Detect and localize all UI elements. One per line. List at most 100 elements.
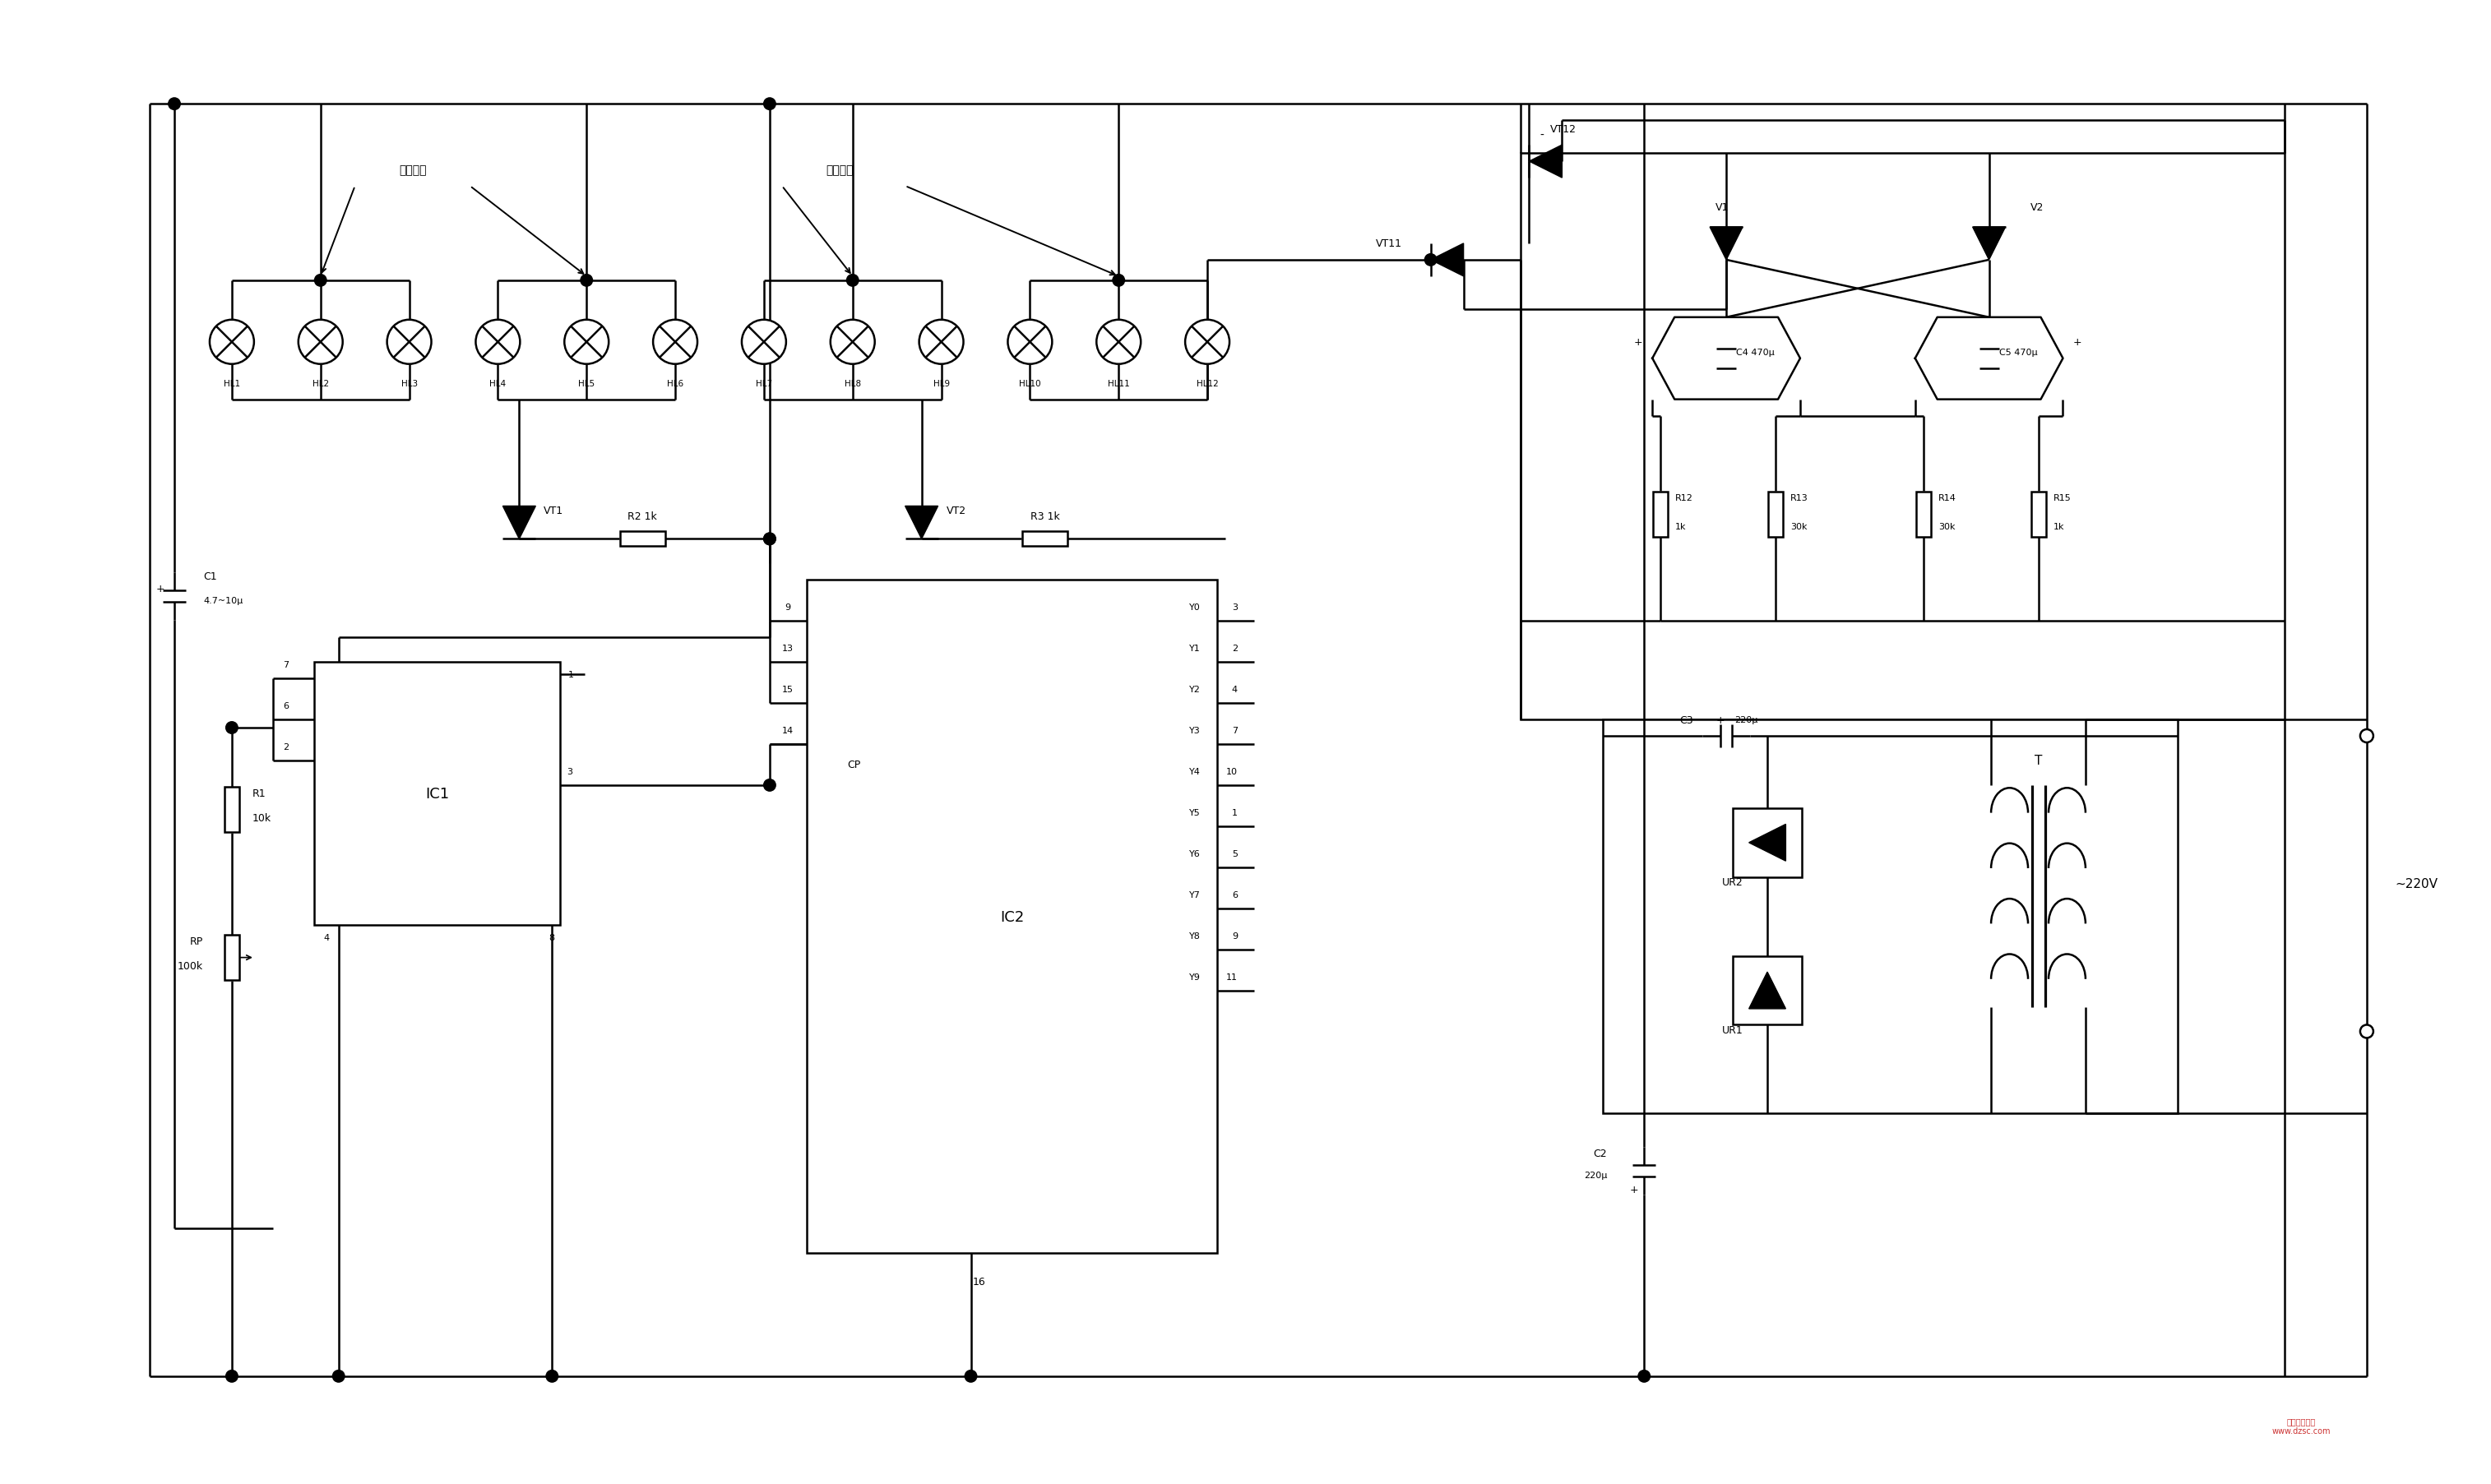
Bar — [1769, 493, 1784, 537]
Text: R15: R15 — [2053, 494, 2070, 503]
Text: +: + — [2073, 337, 2082, 347]
Circle shape — [565, 321, 608, 365]
Polygon shape — [1709, 227, 1744, 260]
Text: 9: 9 — [1233, 932, 1238, 939]
Text: VT12: VT12 — [1549, 123, 1577, 135]
Text: HL5: HL5 — [578, 380, 595, 387]
Text: 30k: 30k — [1791, 522, 1806, 531]
Text: VT2: VT2 — [947, 505, 967, 516]
Circle shape — [224, 1370, 239, 1383]
Text: R12: R12 — [1676, 494, 1694, 503]
Circle shape — [762, 533, 777, 546]
Circle shape — [1096, 321, 1141, 365]
Circle shape — [299, 321, 344, 365]
Text: 7: 7 — [1233, 726, 1238, 735]
Text: 维库电子市场
www.dzsc.com: 维库电子市场 www.dzsc.com — [2272, 1417, 2332, 1435]
Bar — [224, 935, 239, 981]
Text: 2: 2 — [1233, 644, 1238, 653]
Circle shape — [167, 98, 182, 111]
Text: 7: 7 — [284, 660, 289, 669]
Text: HL8: HL8 — [844, 380, 862, 387]
Polygon shape — [503, 506, 536, 539]
Text: 3: 3 — [1233, 604, 1238, 611]
Text: HL9: HL9 — [934, 380, 949, 387]
Text: R1: R1 — [252, 788, 267, 798]
Text: C2: C2 — [1594, 1147, 1607, 1159]
Text: +: + — [157, 583, 164, 594]
Text: R13: R13 — [1791, 494, 1808, 503]
Text: -: - — [1539, 131, 1544, 141]
Circle shape — [830, 321, 874, 365]
Text: C3: C3 — [1679, 714, 1694, 726]
Bar — [224, 788, 239, 833]
Text: HL7: HL7 — [755, 380, 772, 387]
Text: +: + — [1629, 1184, 1639, 1195]
Text: HL1: HL1 — [224, 380, 239, 387]
Text: 4: 4 — [1233, 686, 1238, 693]
Text: HL11: HL11 — [1108, 380, 1128, 387]
Text: 220μ: 220μ — [1584, 1171, 1607, 1180]
Circle shape — [224, 721, 239, 735]
Polygon shape — [1749, 972, 1786, 1009]
Text: 8: 8 — [548, 933, 555, 941]
Text: HL6: HL6 — [668, 380, 683, 387]
Bar — [1522, 154, 2284, 720]
Text: +: + — [1716, 714, 1724, 726]
Polygon shape — [1973, 227, 2005, 260]
Text: HL10: HL10 — [1019, 380, 1041, 387]
Text: R2 1k: R2 1k — [628, 510, 658, 522]
Text: 4.7~10μ: 4.7~10μ — [204, 597, 242, 605]
Circle shape — [476, 321, 521, 365]
Text: 30k: 30k — [1938, 522, 1955, 531]
Text: Y0: Y0 — [1188, 604, 1201, 611]
Text: 100k: 100k — [177, 960, 204, 972]
Bar — [1734, 809, 1801, 877]
Text: HL12: HL12 — [1196, 380, 1218, 387]
Circle shape — [1111, 275, 1126, 288]
Text: R14: R14 — [1938, 494, 1955, 503]
Circle shape — [762, 533, 777, 546]
Polygon shape — [1916, 318, 2063, 399]
Text: HL4: HL4 — [491, 380, 506, 387]
Text: 6: 6 — [284, 702, 289, 709]
Text: 16: 16 — [971, 1276, 986, 1287]
Text: 2: 2 — [284, 743, 289, 751]
Text: Y5: Y5 — [1188, 809, 1201, 816]
Circle shape — [1009, 321, 1051, 365]
Circle shape — [546, 1370, 558, 1383]
Polygon shape — [904, 506, 939, 539]
Text: 1k: 1k — [2053, 522, 2065, 531]
Polygon shape — [1430, 243, 1465, 278]
Circle shape — [209, 321, 254, 365]
Text: 10: 10 — [1226, 767, 1238, 776]
Text: Y6: Y6 — [1188, 849, 1201, 858]
Text: IC1: IC1 — [426, 787, 448, 801]
Text: UR2: UR2 — [1721, 877, 1744, 887]
Text: 13: 13 — [782, 644, 795, 653]
Text: 11: 11 — [1226, 972, 1238, 981]
Text: C5 470μ: C5 470μ — [1998, 349, 2038, 356]
Text: 15: 15 — [782, 686, 795, 693]
Circle shape — [847, 275, 859, 288]
Circle shape — [331, 1370, 346, 1383]
Circle shape — [1186, 321, 1231, 365]
Text: 14: 14 — [782, 726, 795, 735]
Text: 4: 4 — [324, 933, 329, 941]
Circle shape — [919, 321, 964, 365]
Text: 6: 6 — [1233, 890, 1238, 899]
Text: C1: C1 — [204, 571, 217, 582]
Text: ~220V: ~220V — [2396, 877, 2439, 890]
Bar — [1604, 720, 2177, 1113]
Text: +: + — [1634, 337, 1642, 347]
Text: Y9: Y9 — [1188, 972, 1201, 981]
Text: 红色彩灯: 红色彩灯 — [399, 165, 426, 177]
Text: 绿色彩灯: 绿色彩灯 — [825, 165, 854, 177]
Bar — [1916, 493, 1931, 537]
Text: V1: V1 — [1716, 202, 1729, 212]
Polygon shape — [1652, 318, 1801, 399]
Text: Y3: Y3 — [1188, 726, 1201, 735]
Text: Y2: Y2 — [1188, 686, 1201, 693]
Polygon shape — [1529, 145, 1562, 178]
Circle shape — [653, 321, 697, 365]
Bar — [1021, 531, 1066, 546]
